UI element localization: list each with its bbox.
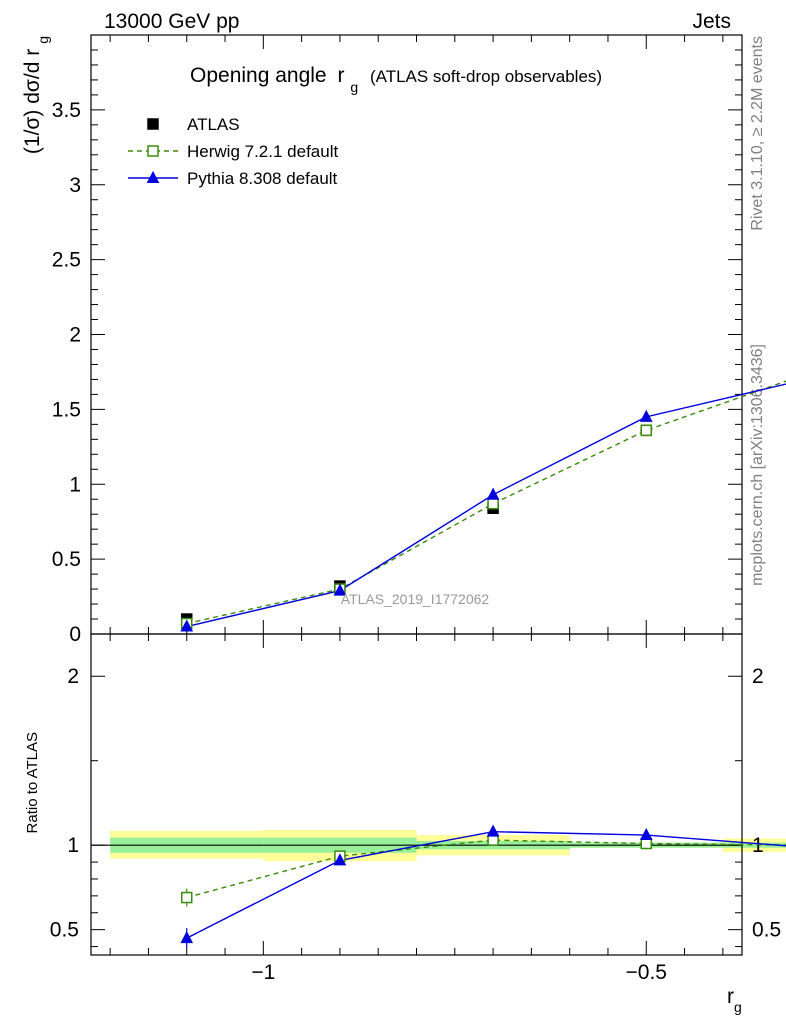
ratio-y-tick-label-right-2: 2	[752, 665, 764, 688]
ratio-y-tick-label-left-1: 1	[67, 834, 79, 857]
analysis-id-label: ATLAS_2019_I1772062	[341, 591, 490, 607]
main-pythia-point-0	[180, 619, 194, 632]
legend-marker-1	[147, 145, 159, 157]
x-tick-label-1: −0.5	[626, 961, 667, 984]
main-y-tick-label-4: 2	[69, 324, 81, 347]
main-y-tick-label-7: 3.5	[52, 99, 81, 122]
main-herwig-point-2	[487, 497, 499, 510]
ratio-y-axis-label: Ratio to ATLAS	[24, 732, 41, 833]
plot-title-suffix: (ATLAS soft-drop observables)	[370, 67, 602, 86]
mcplots-label: mcplots.cern.ch [arXiv:1306.3436]	[749, 344, 766, 586]
main-pythia-line	[186, 383, 786, 628]
plot-title-sub: g	[350, 79, 358, 95]
ratio-stat-band-4	[722, 842, 786, 848]
ratio-y-tick-label-left-0: 0.5	[50, 919, 79, 942]
main-herwig-point-3	[640, 424, 653, 437]
rivet-label: Rivet 3.1.10, ≥ 2.2M events	[749, 36, 766, 231]
ratio-pythia-point-2	[486, 824, 500, 837]
main-pythia-point-3	[639, 409, 653, 422]
ratio-herwig-point-0	[180, 891, 193, 904]
main-herwig-line	[186, 380, 786, 625]
legend-label-2: Pythia 8.308 default	[187, 169, 338, 188]
main-y-tick-label-6: 3	[69, 174, 81, 197]
main-y-tick-label-0: 0	[69, 623, 81, 646]
plot-title-symbol: r	[337, 64, 344, 87]
plot-title: Opening angle r g (ATLAS soft-drop obser…	[190, 64, 602, 97]
category-label: Jets	[692, 10, 731, 33]
ratio-y-tick-label-right-0: 0.5	[752, 919, 781, 942]
x-axis-label-sub: g	[734, 999, 742, 1015]
ratio-pythia-line	[186, 830, 786, 939]
x-axis-label-text: r	[727, 985, 734, 1008]
ratio-pythia-point-3	[639, 827, 653, 841]
main-pythia-point-2	[486, 487, 500, 500]
ratio-frame	[90, 633, 743, 956]
ratio-herwig-line	[186, 839, 786, 899]
legend-label-1: Herwig 7.2.1 default	[187, 142, 338, 161]
ratio-y-tick-label-right-1: 1	[752, 834, 764, 857]
x-axis-label: rg	[727, 985, 742, 1015]
main-y-axis-label: (1/σ) dσ/d r g	[21, 36, 51, 154]
ratio-pythia-point-1	[333, 853, 347, 866]
main-plot-panel: 0 0.5 1 1.5 2 2.5 3 3.5 ATLAS Herwig 7.2.1 defaul…	[52, 34, 786, 646]
energy-label: 13000 GeV pp	[104, 10, 239, 33]
ratio-pythia-point-0	[180, 931, 194, 944]
main-pythia-point-1	[333, 583, 347, 596]
main-y-tick-label-1: 0.5	[52, 548, 81, 571]
main-y-axis-label-text: (1/σ) dσ/d r	[21, 49, 44, 154]
legend: ATLAS Herwig 7.2.1 default Pythia 8.308 de…	[128, 115, 338, 188]
ratio-y-tick-label-left-2: 2	[67, 665, 79, 688]
legend-label-0: ATLAS	[187, 115, 240, 134]
main-y-tick-label-2: 1	[69, 473, 81, 496]
main-y-axis-label-sub: g	[35, 36, 51, 44]
main-y-tick-label-5: 2.5	[52, 249, 81, 272]
main-y-tick-label-3: 1.5	[52, 398, 81, 421]
ratio-plot-panel: −1 −0.5 0.5 0.5 1 1 2 2	[50, 633, 786, 984]
legend-marker-2	[146, 170, 160, 183]
plot-title-text: Opening angle	[190, 64, 327, 87]
x-tick-label-0: −1	[251, 961, 275, 984]
legend-marker-0	[147, 118, 159, 130]
